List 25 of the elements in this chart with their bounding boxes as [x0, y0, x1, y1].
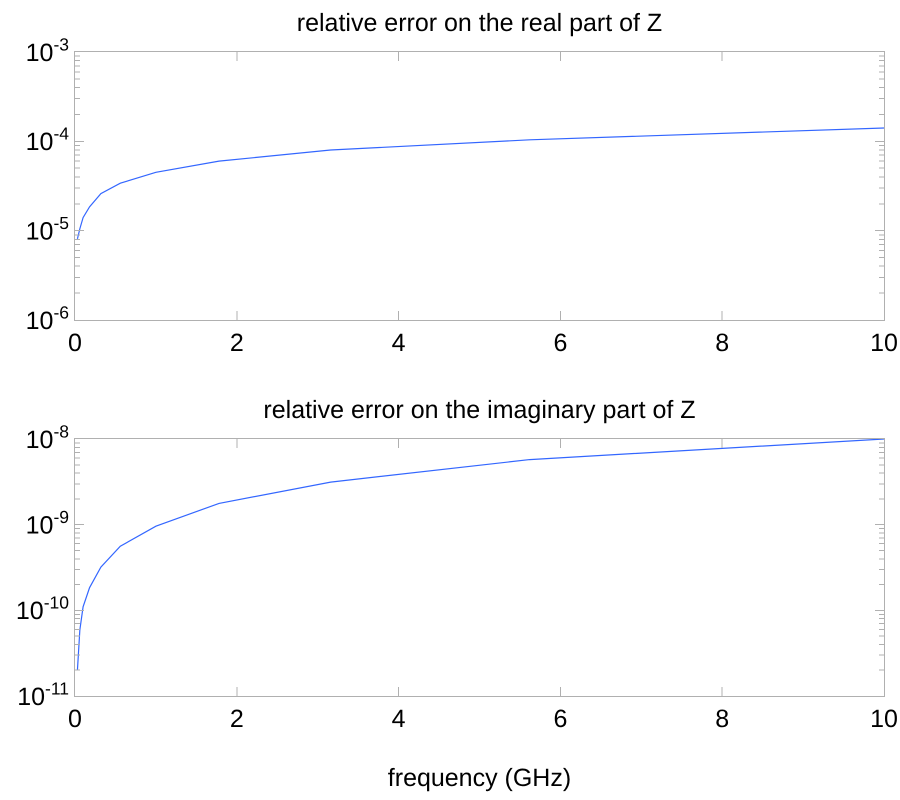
- chart-title: relative error on the imaginary part of Z: [263, 396, 696, 424]
- x-tick-label: 10: [870, 329, 898, 357]
- x-tick-label: 0: [68, 329, 82, 357]
- line-series: [76, 127, 884, 240]
- x-tick-label: 2: [230, 705, 244, 733]
- y-tick-label: 10$^{-9}$: [26, 506, 69, 540]
- x-tick-label: 4: [392, 329, 406, 357]
- y-tick-label: 10$^{-5}$: [26, 212, 69, 246]
- x-tick-label: 2: [230, 329, 244, 357]
- y-tick-label: 10$^{-3}$: [26, 34, 69, 67]
- y-tick-label: 10$^{-10}$: [16, 592, 70, 626]
- x-tick-label: 4: [392, 705, 406, 733]
- chart-title: relative error on the real part of Z: [296, 8, 662, 37]
- x-tick-label: 6: [553, 705, 568, 733]
- x-tick-label: 8: [715, 705, 730, 733]
- x-tick-label: 6: [553, 329, 568, 357]
- y-tick-label: 10$^{-4}$: [26, 124, 70, 156]
- x-axis-title: frequency (GHz): [388, 764, 572, 792]
- x-tick-label: 8: [715, 329, 730, 357]
- y-tick-label: 10$^{-11}$: [17, 678, 69, 711]
- x-tick-label: 0: [68, 705, 82, 733]
- line-series: [76, 439, 884, 671]
- y-tick-label: 10$^{-8}$: [26, 421, 69, 454]
- y-tick-label: 10$^{-6}$: [26, 302, 69, 335]
- x-tick-label: 10: [870, 705, 898, 733]
